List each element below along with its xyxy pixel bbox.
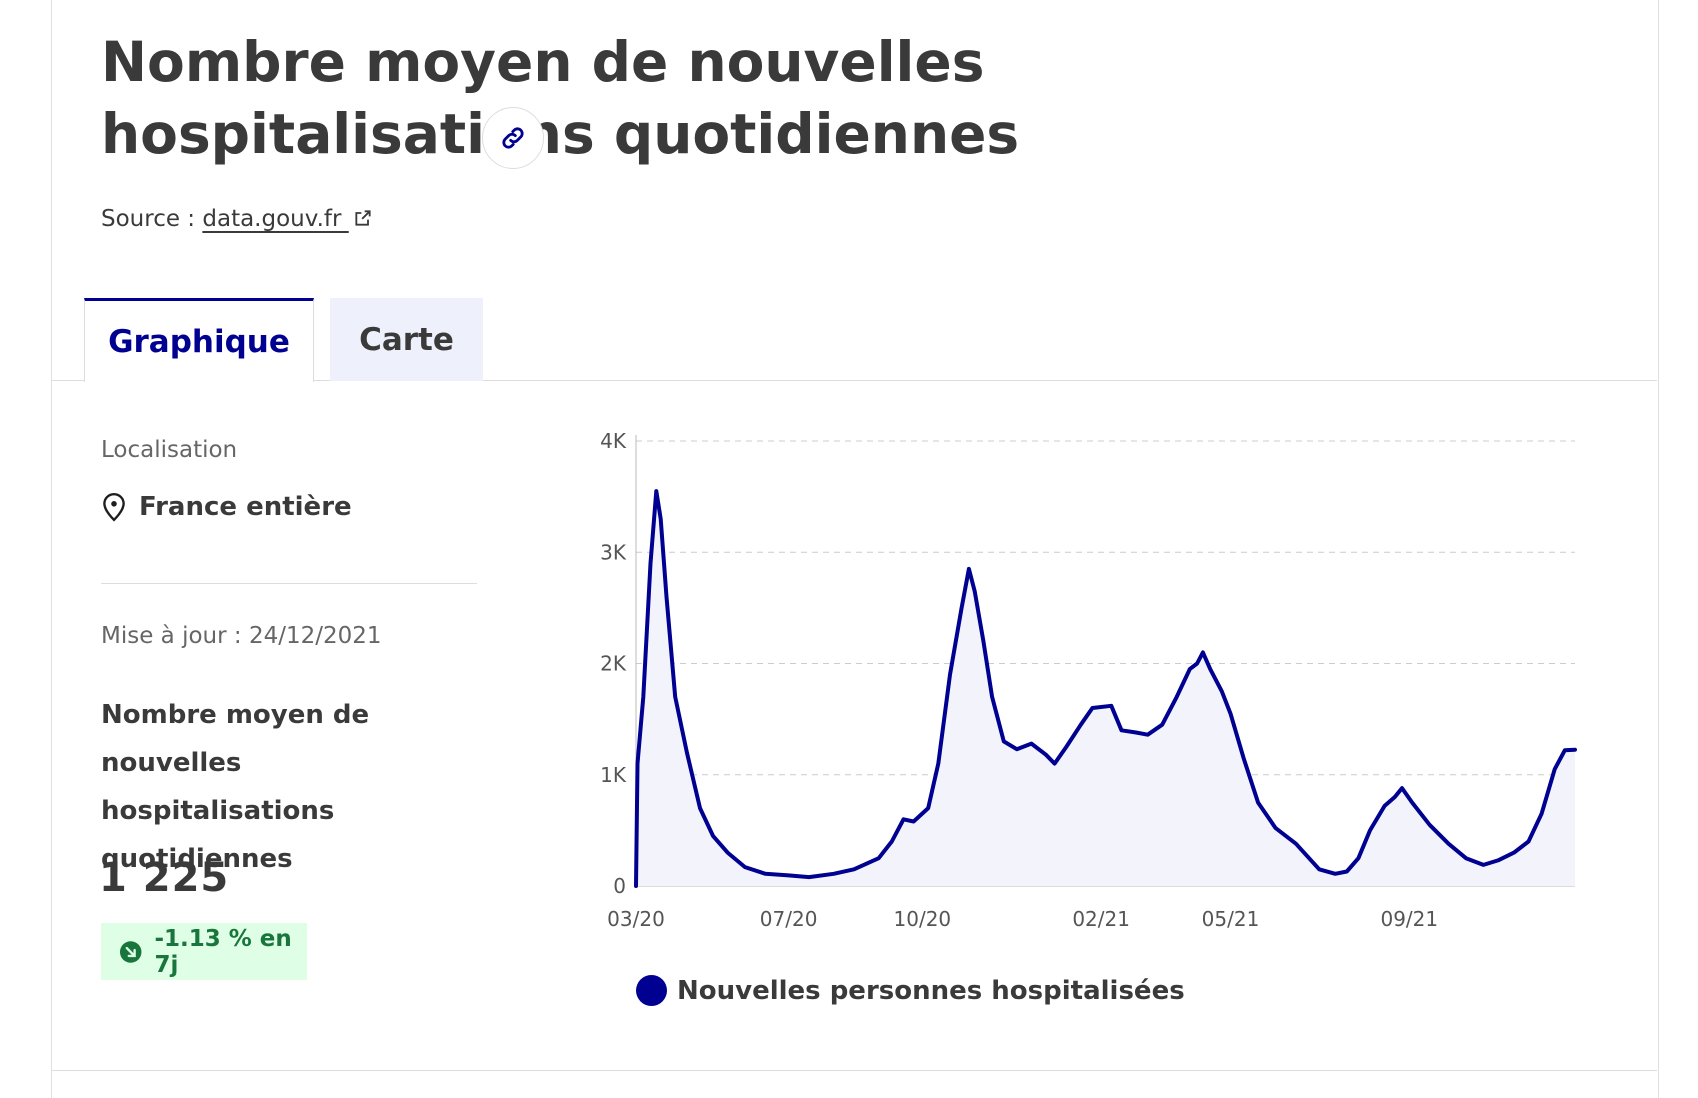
tab-carte[interactable]: Carte xyxy=(330,298,483,381)
update-date: Mise à jour : 24/12/2021 xyxy=(101,623,382,649)
location-selector[interactable]: France entière xyxy=(101,492,352,522)
indicator-card xyxy=(51,0,1659,1098)
card-bottom-divider xyxy=(52,1070,1657,1071)
map-pin-icon xyxy=(103,492,125,522)
link-icon xyxy=(502,127,524,149)
y-tick-label: 1K xyxy=(600,763,627,787)
chart-legend[interactable]: Nouvelles personnes hospitalisées xyxy=(636,975,1185,1006)
legend-label: Nouvelles personnes hospitalisées xyxy=(677,975,1185,1006)
x-tick-label: 09/21 xyxy=(1380,907,1438,931)
location-value: France entière xyxy=(139,492,352,522)
x-tick-label: 02/21 xyxy=(1072,907,1130,931)
source-link-text: data.gouv.fr xyxy=(202,206,342,232)
external-link-icon xyxy=(355,210,371,226)
series-area xyxy=(636,491,1575,886)
trend-down-icon xyxy=(119,940,142,963)
x-tick-label: 05/21 xyxy=(1202,907,1260,931)
source-line: Source : data.gouv.fr xyxy=(101,206,373,232)
tabs-divider xyxy=(52,380,1657,381)
location-label: Localisation xyxy=(101,437,238,463)
y-tick-label: 3K xyxy=(600,540,627,564)
sidebar-divider xyxy=(101,583,477,584)
series-line xyxy=(634,489,1577,888)
trend-badge: -1.13 % en 7j xyxy=(101,923,307,980)
y-tick-label: 0 xyxy=(613,874,626,898)
metric-title: Nombre moyen de nouvelles hospitalisatio… xyxy=(101,700,370,874)
metric-value: 1 225 xyxy=(99,855,230,901)
x-tick-label: 07/20 xyxy=(760,907,818,931)
x-tick-label: 10/20 xyxy=(894,907,952,931)
source-link[interactable]: data.gouv.fr xyxy=(202,206,372,232)
legend-swatch xyxy=(636,975,667,1006)
source-label: Source : xyxy=(101,206,196,232)
page-title: Nombre moyen de nouvelles hospitalisatio… xyxy=(101,30,1020,166)
tab-graphique[interactable]: Graphique xyxy=(84,298,314,382)
hospitalisations-chart: 0 1K 2K 3K 4K 03/20 07/20 10/20 02/21 05/21 09/21 xyxy=(600,429,1577,931)
y-tick-label: 4K xyxy=(600,429,627,453)
x-tick-label: 03/20 xyxy=(607,907,665,931)
copy-link-button[interactable] xyxy=(482,107,544,169)
y-tick-label: 2K xyxy=(600,652,627,676)
trend-text: -1.13 % en 7j xyxy=(154,925,292,978)
